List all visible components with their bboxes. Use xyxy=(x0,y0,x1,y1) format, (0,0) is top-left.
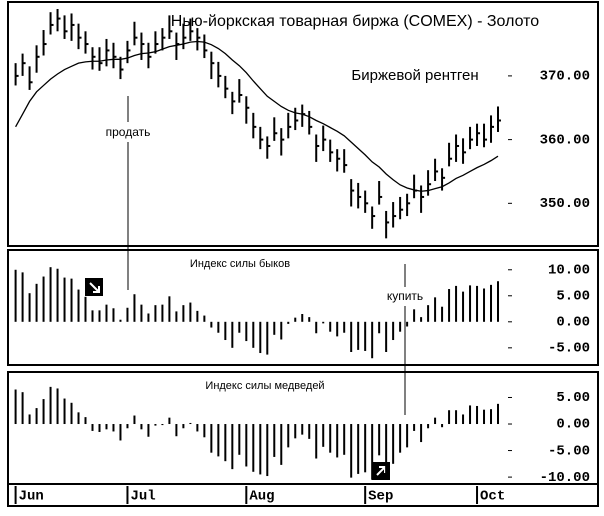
x-tick-label: Sep xyxy=(368,489,393,505)
y-tick-label: 360.00 xyxy=(540,132,590,148)
x-tick-label: Jul xyxy=(130,489,155,505)
bull-title: Индекс силы быков xyxy=(190,258,290,270)
moving-average xyxy=(15,40,499,192)
y-tick-label: -5.00 xyxy=(548,443,590,459)
y-tick-label: -10.00 xyxy=(540,470,590,486)
x-tick-label: Aug xyxy=(249,489,274,505)
y-tick-label: 5.00 xyxy=(556,390,590,406)
x-tick-label: Jun xyxy=(19,489,44,505)
y-tick-label: 5.00 xyxy=(556,288,590,304)
buy-annotation: купить xyxy=(387,289,423,303)
y-tick-label: 370.00 xyxy=(540,69,590,85)
date-strip xyxy=(7,483,599,507)
y-tick-label: -5.00 xyxy=(548,341,590,357)
x-tick-label: Oct xyxy=(480,489,505,505)
y-tick-label: 0.00 xyxy=(556,417,590,433)
bull-panel xyxy=(7,249,599,366)
y-tick-label: 0.00 xyxy=(556,315,590,331)
chart-title: Нью-йоркская товарная биржа (COMEX) - Зо… xyxy=(171,13,540,30)
buy-icon xyxy=(372,462,390,480)
y-tick-label: 10.00 xyxy=(548,262,590,278)
chart-subtitle: Биржевой рентген xyxy=(351,67,478,84)
y-tick-label: 350.00 xyxy=(540,196,590,212)
price-panel xyxy=(7,1,599,247)
bear-title: Индекс силы медведей xyxy=(205,380,324,392)
sell-annotation: продать xyxy=(106,125,151,139)
sell-icon xyxy=(85,278,103,296)
